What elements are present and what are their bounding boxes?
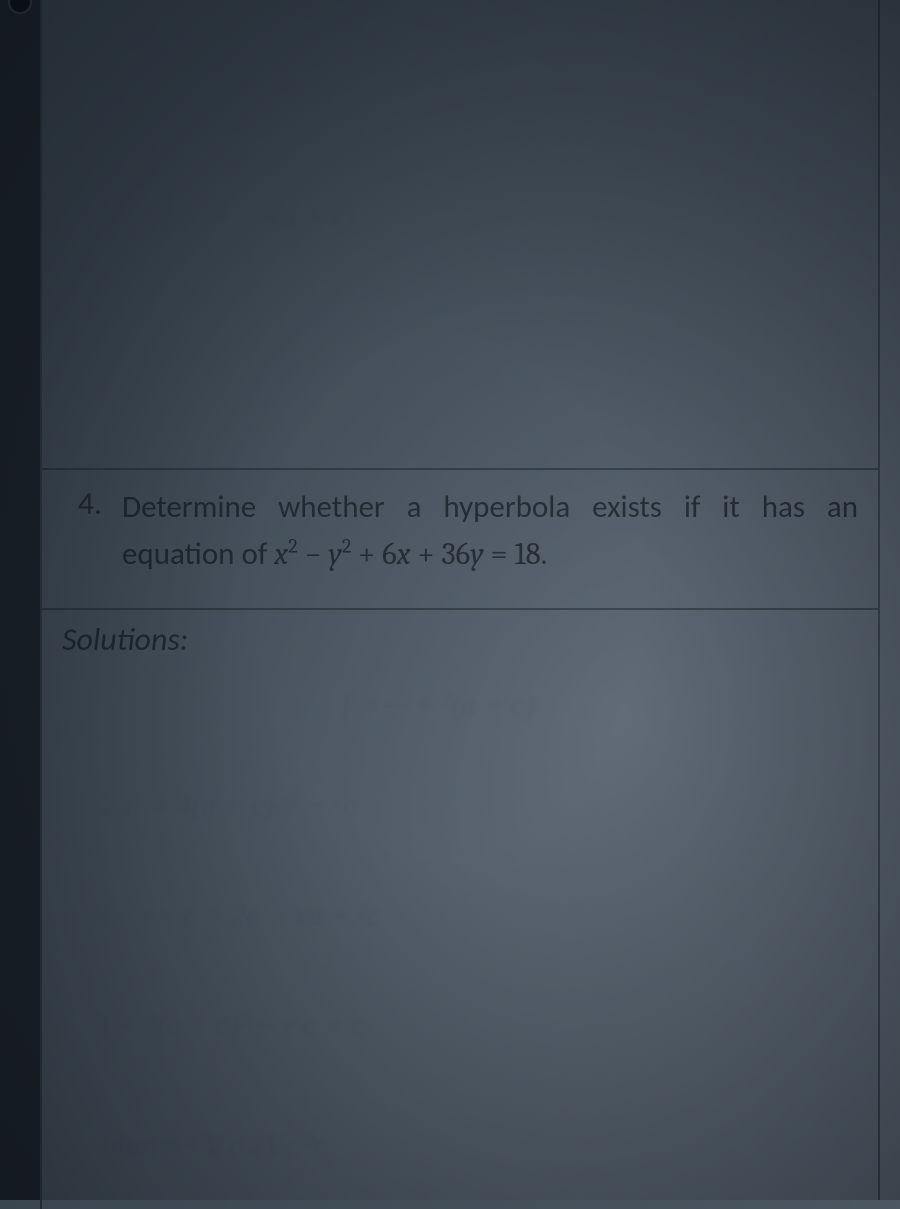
previous-problem-area: f = ─ + ²(a + c): [40, 0, 878, 470]
bleed-through-text: 8 − 4(c + c)² − r c = c: [92, 1009, 364, 1043]
problem-row: 4. Determine whether a hyperbola exists …: [40, 470, 878, 610]
solutions-workspace: f = ─ + ²(a + c) 2a² = 4(a + c)a² − ²c 8…: [40, 669, 878, 1209]
problem-equation: x2 − y2 + 6x + 36y = 18.: [274, 536, 547, 572]
bleed-through-text: blur = ² V c 2Vc ²c: [102, 1129, 326, 1163]
solutions-label: Solutions:: [62, 620, 188, 659]
worksheet-table: f = ─ + ²(a + c) 4. Determine whether a …: [40, 0, 880, 1200]
bleed-through-text: 8 − r v c = 2c − xa + ²c: [92, 899, 380, 933]
spiral-hole: [8, 0, 32, 14]
bleed-through-text: 2a² = 4(a + c)a² − ²c: [102, 789, 356, 823]
bleed-through-text: f = ─ + ²(a + c): [342, 689, 535, 723]
spiral-binding: [0, 0, 40, 1200]
bleed-through-text: f = ─ + ²(a + c): [162, 200, 355, 234]
worksheet-content: f = ─ + ²(a + c) 4. Determine whether a …: [40, 0, 900, 1200]
problem-number: 4.: [40, 470, 110, 608]
row-divider: [42, 468, 878, 470]
problem-statement: Determine whether a hyperbola exists if …: [110, 470, 878, 608]
solutions-header-row: Solutions:: [40, 610, 878, 669]
